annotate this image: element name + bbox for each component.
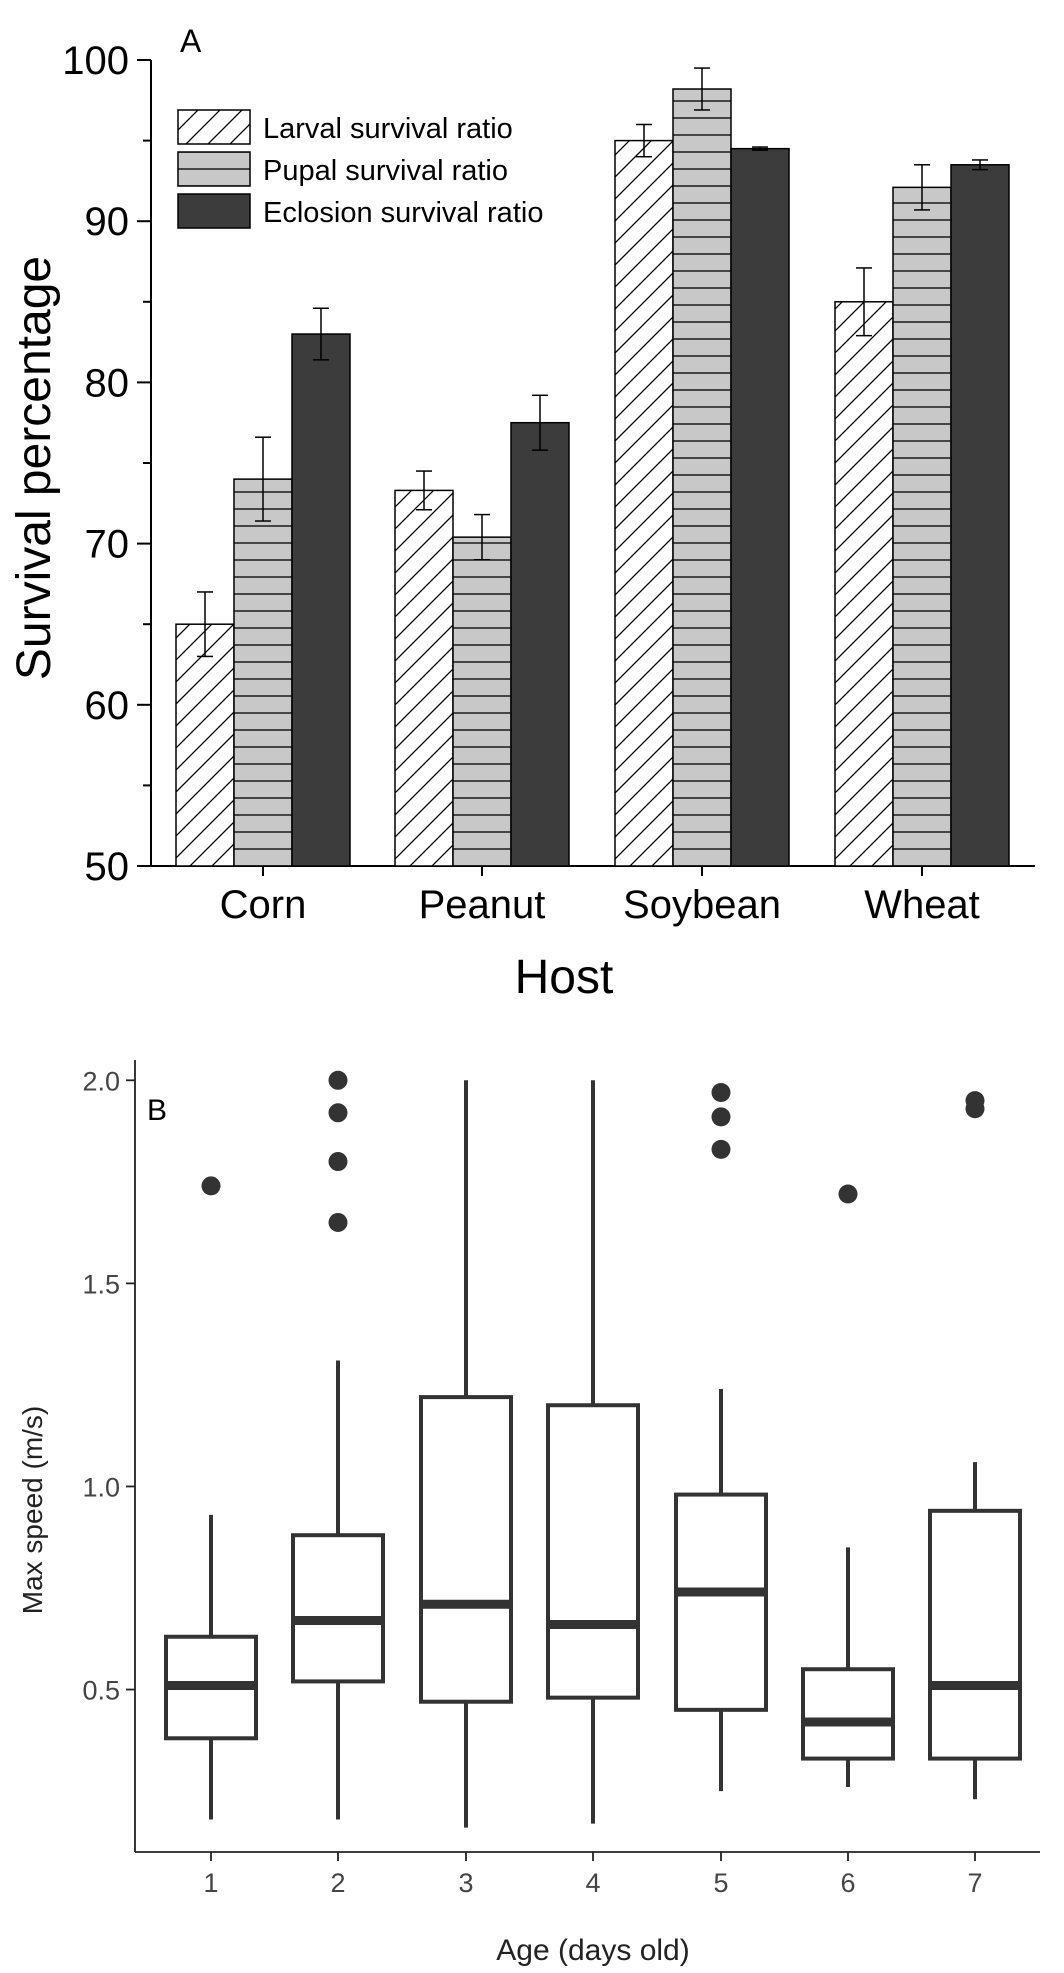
panel-b-ylabel: Max speed (m/s) [17,1406,48,1615]
bar-soybean-pupal [672,88,732,867]
box-iqr [291,1533,385,1684]
legend-swatch [177,193,251,229]
panel-a-y-tick-label: 80 [85,361,130,405]
panel-a-x-tick-label: Peanut [419,883,546,927]
outlier-point [711,1082,731,1102]
panel-b-y-tick-label: 2.0 [82,1066,120,1096]
panel-a-y-tick-label: 70 [85,523,130,567]
panel-b-x-tick-label: 6 [840,1868,855,1898]
panel-b-axes [126,1060,1040,1861]
bar-corn-eclosion [291,333,351,867]
box-age-2 [291,1070,385,1820]
panel-a-ylabel: Survival percentage [8,256,61,680]
box-iqr [546,1403,640,1700]
box-age-7 [928,1091,1022,1800]
box-iqr [674,1492,768,1712]
error-bar-wheat-pupal [914,164,930,211]
error-bar-peanut-larval [416,470,432,511]
panel-b-box-plot: B 0.5 1.0 1.5 2.0 1 2 3 4 5 6 7 Max speed (m/s) Ag… [17,1060,1040,1967]
outlier-point [328,1070,348,1090]
legend-label: Eclosion survival ratio [263,197,543,229]
outlier-point [711,1139,731,1159]
box-iqr [801,1667,895,1761]
panel-a-y-tick-label: 90 [85,200,130,244]
error-bar-peanut-pupal [474,513,490,561]
panel-b-label: B [147,1094,167,1127]
panel-b-tick-labels: 0.5 1.0 1.5 2.0 1 2 3 4 5 6 7 [82,1066,982,1898]
box-iqr [419,1395,513,1704]
panel-a-xlabel: Host [515,951,614,1004]
panel-a-y-tick-label: 50 [85,845,130,889]
panel-b-x-tick-label: 3 [458,1868,473,1898]
panel-a-x-tick-label: Corn [220,883,307,927]
bar-soybean-larval [614,139,674,867]
panel-a-y-tick-label: 60 [85,684,130,728]
legend-swatch [177,109,251,145]
panel-a-y-tick-label: 100 [62,39,129,83]
outlier-point [201,1176,221,1196]
legend-swatch [177,151,251,187]
bar-peanut-larval [394,489,454,867]
error-bar-corn-eclosion [313,307,329,361]
panel-b-x-tick-label: 5 [713,1868,728,1898]
box-age-3 [419,1080,513,1828]
bar-corn-larval [175,623,235,867]
outlier-point [711,1107,731,1127]
bar-peanut-eclosion [510,421,570,867]
bar-wheat-pupal [892,186,952,867]
panel-b-x-tick-label: 1 [203,1868,218,1898]
error-bar-corn-larval [197,591,213,658]
legend-item-pupal: Pupal survival ratio [177,151,508,187]
box-age-5 [674,1082,768,1792]
outlier-point [965,1091,985,1111]
panel-a-label: A [180,23,202,59]
box-age-6 [801,1184,895,1788]
panel-a-tick-labels: 50 60 70 80 90 100 Corn Peanut Soybean Wheat [62,39,980,927]
panel-b-xlabel: Age (days old) [496,1934,689,1967]
error-bar-peanut-eclosion [532,394,548,451]
outlier-point [328,1152,348,1172]
bar-soybean-eclosion [730,147,790,867]
panel-b-x-tick-label: 4 [585,1868,600,1898]
panel-b-boxes [164,1070,1022,1828]
legend-label: Larval survival ratio [263,113,513,145]
error-bar-soybean-eclosion [752,146,768,152]
panel-b-y-tick-label: 0.5 [82,1676,120,1706]
error-bar-wheat-larval [856,267,872,337]
panel-a-x-tick-label: Wheat [864,883,980,927]
panel-a-error-bars [197,67,988,658]
box-iqr [928,1508,1022,1761]
panel-b-y-tick-label: 1.5 [82,1269,120,1299]
error-bar-soybean-pupal [694,67,710,111]
error-bar-soybean-larval [636,123,652,158]
panel-a-x-tick-label: Soybean [623,883,781,927]
error-bar-corn-pupal [255,436,271,522]
error-bar-wheat-eclosion [972,159,988,171]
panel-b-x-tick-label: 2 [330,1868,345,1898]
panel-b-x-tick-label: 7 [967,1868,982,1898]
bar-corn-pupal [233,478,293,867]
box-age-1 [164,1176,258,1820]
outlier-point [328,1212,348,1232]
legend-item-larval: Larval survival ratio [177,109,513,145]
panel-a-legend: Larval survival ratio Pupal survival rati… [177,109,543,229]
panel-b-y-tick-label: 1.0 [82,1472,120,1502]
outlier-point [328,1103,348,1123]
box-age-4 [546,1080,640,1824]
legend-item-eclosion: Eclosion survival ratio [177,193,543,229]
panel-a-bars [175,88,1010,867]
bar-wheat-eclosion [950,164,1010,867]
outlier-point [838,1184,858,1204]
bar-wheat-larval [834,301,894,867]
bar-peanut-pupal [452,536,512,867]
legend-label: Pupal survival ratio [263,155,508,187]
panel-a-bar-chart: A 50 60 70 80 90 100 Corn Peanut Soybean Wheat Su… [8,23,1035,1004]
